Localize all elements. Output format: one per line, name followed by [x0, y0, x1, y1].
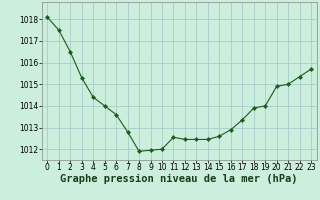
X-axis label: Graphe pression niveau de la mer (hPa): Graphe pression niveau de la mer (hPa) — [60, 174, 298, 184]
